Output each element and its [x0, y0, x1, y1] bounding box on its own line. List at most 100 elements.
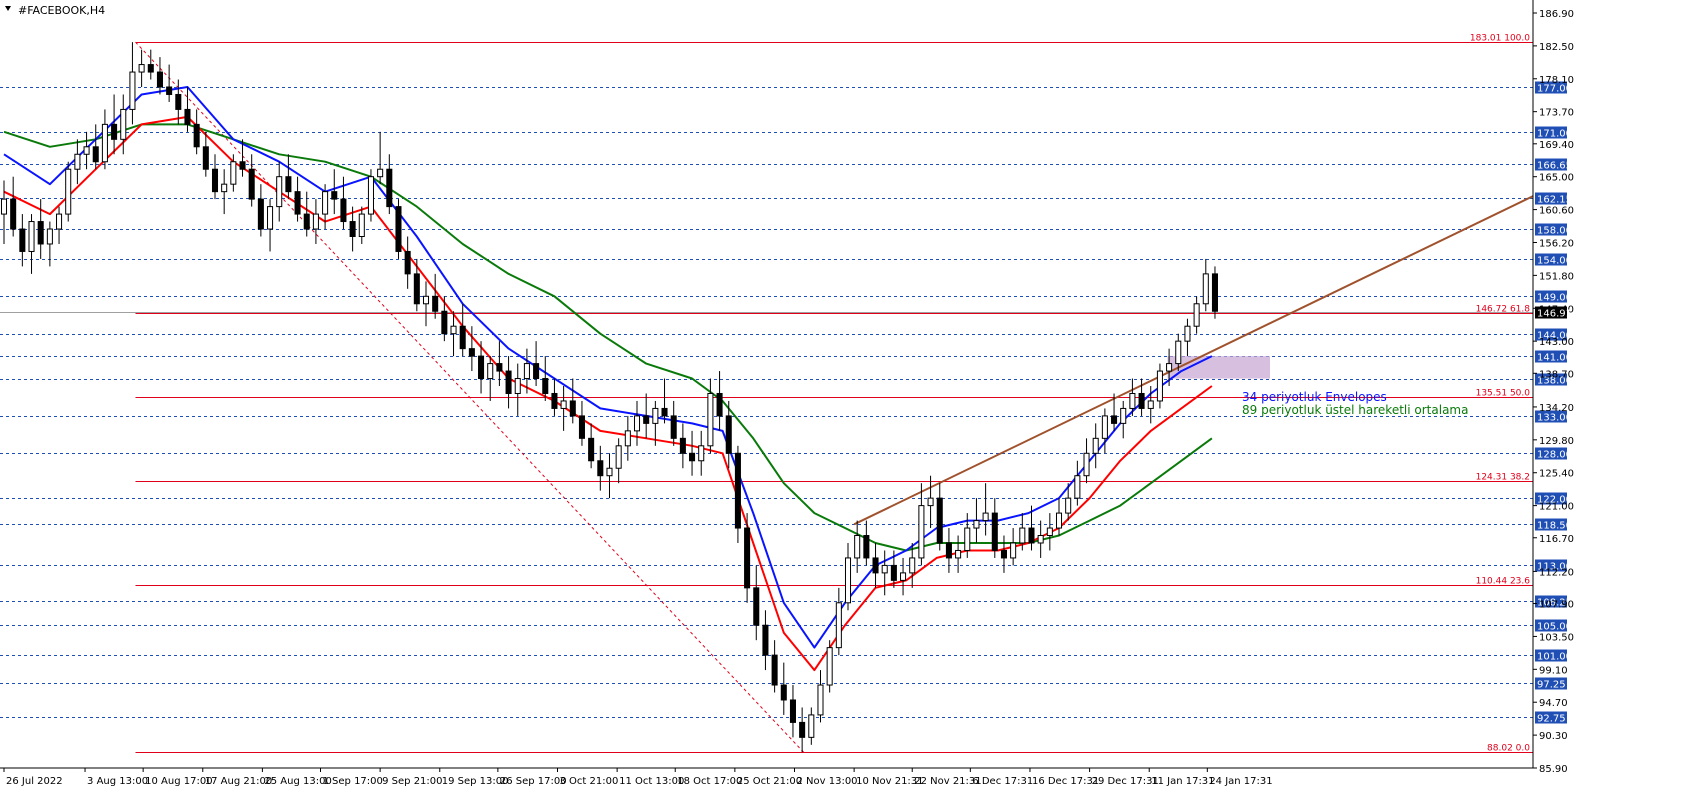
candle-body [909, 557, 916, 574]
candle-body [734, 452, 741, 529]
candle-body [1000, 549, 1007, 559]
candle-body [138, 64, 145, 73]
level-badge [1535, 81, 1567, 94]
level-badge [1535, 559, 1567, 572]
level-badge [1535, 492, 1567, 505]
x-tick-label: 18 Oct 17:00 [677, 776, 742, 787]
candle-body [597, 460, 604, 477]
level-badge-label: 128.00 [1537, 450, 1572, 461]
x-tick-label: 22 Nov 21:31 [914, 776, 981, 787]
level-badge-label: 141.00 [1537, 353, 1572, 364]
candle-body [523, 363, 530, 380]
x-tick-label: 3 Aug 13:00 [87, 776, 148, 787]
candle-body [1074, 475, 1081, 499]
candle-body [1010, 542, 1017, 559]
level-badge-label: 113.00 [1537, 562, 1572, 573]
level-badge-label: 97.25 [1537, 680, 1566, 691]
chevron-down-icon[interactable] [5, 6, 11, 11]
level-badge [1535, 677, 1567, 690]
candle-body [964, 527, 971, 551]
candle-body [221, 183, 228, 193]
candle-body [670, 415, 677, 439]
level-badge-label: 149.00 [1537, 293, 1572, 304]
candle-body [322, 191, 329, 215]
y-tick-label: 143.00 [1539, 337, 1574, 348]
trendline [853, 195, 1534, 526]
level-badge [1535, 126, 1567, 139]
candle-body [211, 168, 219, 193]
candle-body [936, 497, 943, 544]
fib-level-label: 135.51 50.0 [1476, 389, 1531, 399]
candle-body [46, 228, 53, 245]
level-badge-label: 92.75 [1537, 714, 1566, 725]
y-tick-label: 178.10 [1539, 75, 1574, 86]
candle-body [1046, 527, 1053, 537]
x-tick-label: 6 Dec 17:31 [972, 776, 1033, 787]
candle-body [1019, 527, 1026, 544]
y-tick-label: 121.00 [1539, 502, 1574, 513]
candle-body [19, 228, 26, 252]
candle-body [679, 437, 686, 454]
candle-body [257, 198, 264, 230]
candle-body [633, 415, 641, 432]
y-tick-label: 160.60 [1539, 206, 1574, 217]
candle-body [624, 430, 631, 447]
level-badge [1535, 350, 1567, 363]
candle-body [643, 415, 650, 424]
candle-body [101, 123, 108, 163]
x-tick-label: 26 Sep 17:00 [500, 776, 567, 787]
level-badge-label: 133.00 [1537, 413, 1572, 424]
level-badge [1535, 328, 1567, 341]
candle-body [147, 64, 154, 73]
x-tick-label: 29 Dec 17:31 [1092, 776, 1159, 787]
fib-level-label: 124.31 38.2 [1476, 473, 1530, 483]
candle-body [267, 206, 274, 230]
level-badge [1535, 518, 1567, 531]
candle-body [404, 250, 411, 275]
candle-body [982, 512, 989, 522]
level-badge [1535, 158, 1567, 171]
fib-level-label: 88.02 0.0 [1487, 744, 1530, 754]
y-tick-label: 169.40 [1539, 140, 1574, 151]
candle-body [1055, 512, 1063, 529]
candle-body [386, 168, 393, 208]
x-tick-label: 2 Nov 13:00 [796, 776, 857, 787]
candle-body [1028, 527, 1035, 544]
y-tick-label: 125.40 [1539, 469, 1574, 480]
level-badge-label: 144.00 [1537, 331, 1572, 342]
y-tick-label: 103.50 [1539, 632, 1574, 643]
candle-body [835, 602, 842, 649]
candle-body [652, 407, 659, 424]
candle-body [1184, 325, 1191, 342]
candle-body [303, 213, 310, 230]
candle-body [28, 221, 35, 252]
candle-body [83, 146, 90, 155]
level-badge-label: 118.50 [1537, 521, 1572, 532]
candle-body [771, 654, 778, 686]
candle-body [1193, 303, 1200, 327]
candle-body [74, 153, 81, 170]
candle-body [395, 206, 402, 252]
support-zone [1167, 356, 1271, 379]
candle-body [661, 407, 668, 417]
y-tick-label: 173.70 [1539, 108, 1574, 119]
candle-body [56, 213, 63, 230]
candle-body [340, 198, 347, 223]
level-badge [1535, 192, 1567, 205]
candle-body [129, 71, 136, 110]
candle-body [1083, 452, 1090, 477]
candle-body [689, 452, 696, 462]
x-tick-label: 9 Sep 21:00 [382, 776, 442, 787]
x-tick-label: 24 Jan 17:31 [1209, 776, 1272, 787]
candle-body [441, 310, 448, 335]
y-tick-label: 99.10 [1539, 665, 1568, 676]
candle-body [0, 198, 8, 215]
candle-body [1129, 392, 1136, 409]
candle-body [156, 71, 163, 88]
candle-body [808, 714, 815, 738]
candle-body [927, 497, 934, 507]
candle-body [422, 295, 430, 305]
candle-body [294, 191, 301, 215]
